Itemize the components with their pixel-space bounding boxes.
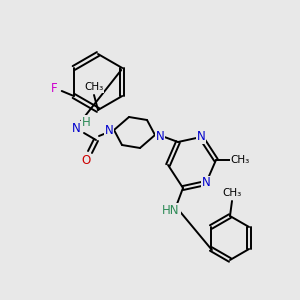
Text: N: N <box>196 130 206 143</box>
Text: F: F <box>50 82 57 94</box>
Text: O: O <box>81 154 91 167</box>
Text: N: N <box>202 176 210 190</box>
Text: N: N <box>72 122 80 134</box>
Text: H: H <box>82 116 90 128</box>
Text: N: N <box>156 130 164 143</box>
Text: CH₃: CH₃ <box>222 188 242 198</box>
Text: CH₃: CH₃ <box>84 82 104 92</box>
Text: CH₃: CH₃ <box>230 155 250 165</box>
Text: HN: HN <box>162 203 180 217</box>
Text: N: N <box>105 124 113 136</box>
